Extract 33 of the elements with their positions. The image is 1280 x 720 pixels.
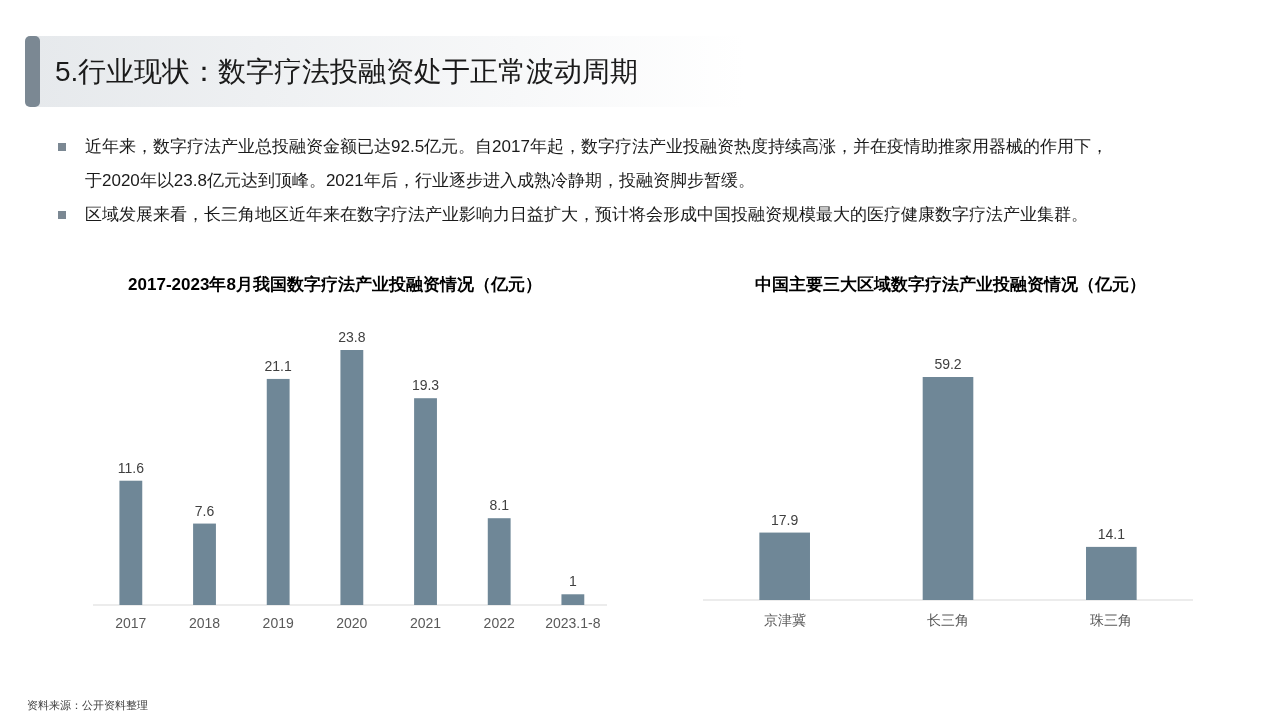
text: 近年来，数字疗法产业总投融资金额已达92.5亿元。自2017年起，数字疗法产业投融资热度持续高涨，并在疫情助推家用器械的作用下，于2020年以23.8亿元达到顶峰。2021年后，行业逐步进入成熟冷静期，投融资脚步暂缓。 (85, 136, 1109, 192)
data-label: 7.6 (194, 502, 215, 519)
x-tick-label: 2020 (336, 615, 368, 631)
x-tick-label: 2017 (115, 615, 147, 631)
bar (414, 398, 437, 605)
text: 区域发展来看，长三角地区近年来在数字疗法产业影响力日益扩大，预计将会形成中国投融资规模最大的医疗健康数字疗法产业集群。 (85, 204, 1089, 226)
data-label: 59.2 (934, 356, 962, 372)
text: 资料来源：公开资料整理 (27, 698, 148, 713)
bar (119, 480, 143, 605)
data-label: 17.9 (771, 511, 799, 528)
data-label: 11.6 (117, 459, 145, 476)
bar (266, 378, 290, 605)
data-label: 8.1 (489, 497, 510, 514)
x-tick-label: 长三角 (927, 612, 969, 628)
chart-title: 2017-2023年8月我国数字疗法产业投融资情况（亿元） (128, 274, 542, 294)
data-label: 23.8 (338, 329, 366, 345)
bar (193, 523, 216, 605)
bar (487, 518, 511, 605)
x-tick-label: 2019 (262, 615, 294, 631)
data-label: 19.3 (411, 377, 440, 394)
x-tick-label: 2018 (188, 615, 221, 631)
x-tick-label: 珠三角 (1090, 612, 1133, 628)
data-label: 1 (568, 573, 577, 590)
text: 5.行业现状：数字疗法投融资处于正常波动周期 (55, 55, 639, 89)
bar (561, 594, 585, 605)
data-label: 21.1 (264, 357, 293, 374)
bar (340, 350, 364, 605)
x-tick-label: 2023.1-8 (545, 615, 601, 631)
data-label: 14.1 (1097, 525, 1126, 542)
x-tick-label: 2022 (483, 615, 515, 631)
x-tick-label: 京津冀 (763, 612, 806, 628)
x-tick-label: 2021 (409, 615, 442, 631)
chart-title: 中国主要三大区域数字疗法产业投融资情况（亿元） (754, 274, 1146, 294)
